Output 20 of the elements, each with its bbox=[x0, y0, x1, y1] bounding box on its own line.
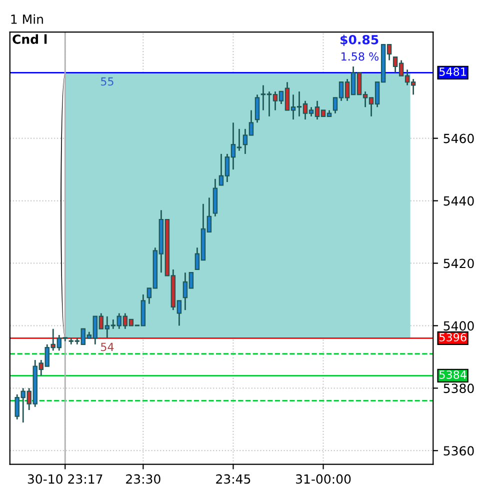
candlestick bbox=[254, 94, 260, 124]
y-tick-label: 5380 bbox=[444, 384, 474, 394]
y-tick-label: 5360 bbox=[444, 446, 474, 456]
x-tick-label: 23:30 bbox=[126, 474, 160, 484]
x-tick-label: 30-10 23:17 bbox=[28, 474, 102, 484]
annotation: Cnd l bbox=[12, 34, 47, 44]
x-tick-label: 23:45 bbox=[216, 474, 250, 484]
y-tick-label: 5460 bbox=[444, 134, 474, 144]
annotation: 55 bbox=[101, 77, 114, 86]
annotation: 54 bbox=[101, 342, 114, 352]
ref-line-label: 5396 bbox=[440, 333, 466, 342]
ref-line-label: 5384 bbox=[440, 370, 466, 379]
annotation: $0.85 bbox=[340, 34, 378, 46]
y-tick-label: 5420 bbox=[444, 258, 474, 268]
y-tick-label: 5440 bbox=[444, 196, 474, 206]
y-tick-label: 5400 bbox=[444, 321, 474, 331]
ref-line-label: 5481 bbox=[440, 68, 466, 76]
x-tick-label: 31-00:00 bbox=[296, 474, 351, 484]
annotation: 1.58 % bbox=[341, 52, 378, 61]
chart-title: 1 Min bbox=[11, 14, 43, 24]
